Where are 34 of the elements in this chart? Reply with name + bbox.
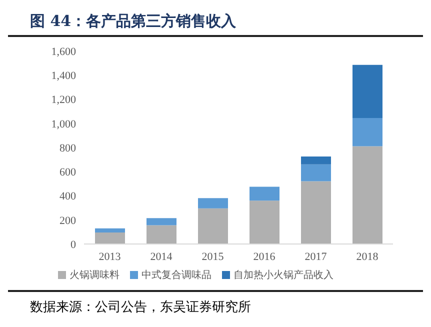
x-tick-label: 2018	[356, 250, 379, 263]
bar	[198, 198, 228, 208]
bar	[301, 181, 331, 244]
bar	[301, 156, 331, 164]
bar	[146, 218, 176, 226]
x-tick-label: 2014	[150, 250, 173, 263]
bar	[352, 118, 382, 146]
bar	[250, 200, 280, 244]
bar	[301, 164, 331, 182]
bar	[146, 225, 176, 244]
x-tick-label: 2013	[98, 250, 122, 263]
y-tick-label: 400	[60, 190, 76, 203]
bar	[250, 186, 280, 201]
bar	[352, 64, 382, 118]
bar	[352, 146, 382, 244]
x-tick-label: 2016	[253, 250, 276, 263]
bar	[198, 208, 228, 244]
legend-label: 中式复合调味品	[142, 270, 212, 281]
chart-title: 图 44：各产品第三方销售收入	[8, 8, 423, 37]
legend-label: 火锅调味料	[70, 270, 120, 281]
y-tick-label: 1,200	[51, 94, 76, 106]
source-note: 数据来源：公司公告，东吴证券研究所	[30, 299, 252, 316]
y-tick-label: 1,400	[51, 70, 76, 82]
y-tick-label: 600	[60, 166, 76, 179]
y-tick-label: 1,600	[51, 46, 76, 58]
bar	[95, 232, 125, 244]
bar	[95, 228, 125, 233]
x-tick-label: 2017	[304, 250, 328, 263]
y-tick-label: 800	[60, 142, 76, 154]
x-tick-label: 2015	[202, 250, 224, 263]
y-tick-label: 200	[60, 214, 76, 227]
y-tick-label: 1,000	[51, 118, 76, 130]
y-tick-label: 0	[70, 238, 76, 251]
legend-label: 自加热小火锅产品收入	[234, 270, 334, 281]
